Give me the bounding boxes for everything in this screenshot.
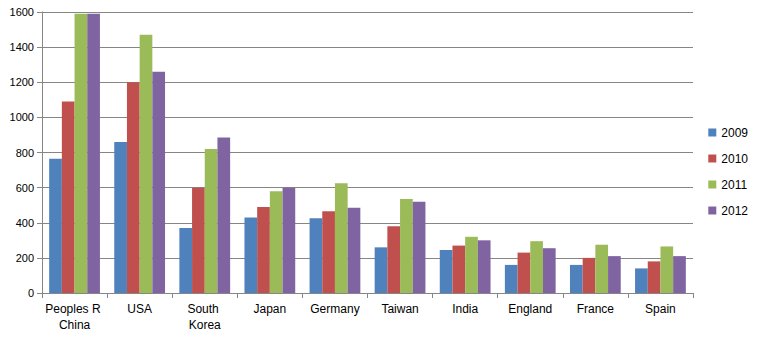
svg-text:Japan: Japan <box>253 302 286 316</box>
svg-text:Peoples R: Peoples R <box>45 302 104 316</box>
svg-text:1600: 1600 <box>10 6 34 18</box>
svg-text:India: India <box>452 302 478 316</box>
svg-text:USA: USA <box>127 302 152 316</box>
svg-text:1200: 1200 <box>10 76 34 88</box>
svg-text:South: South <box>187 302 222 316</box>
svg-text:2010: 2010 <box>721 152 748 166</box>
svg-text:Korea: Korea <box>189 318 221 332</box>
svg-text:France: France <box>577 302 615 316</box>
svg-text:2011: 2011 <box>721 178 747 192</box>
svg-text:2012: 2012 <box>721 204 748 218</box>
svg-text:2009: 2009 <box>721 126 748 140</box>
svg-text:1000: 1000 <box>10 111 34 123</box>
svg-text:600: 600 <box>16 182 34 194</box>
svg-text:0: 0 <box>28 287 34 299</box>
svg-text:Germany: Germany <box>310 302 359 316</box>
svg-text:China: China <box>59 318 91 332</box>
svg-text:400: 400 <box>16 217 34 229</box>
svg-text:Spain: Spain <box>645 302 676 316</box>
svg-text:1400: 1400 <box>10 41 34 53</box>
svg-text:Taiwan: Taiwan <box>381 302 418 316</box>
svg-text:200: 200 <box>16 252 34 264</box>
svg-text:800: 800 <box>16 147 34 159</box>
svg-text:England: England <box>508 302 552 316</box>
